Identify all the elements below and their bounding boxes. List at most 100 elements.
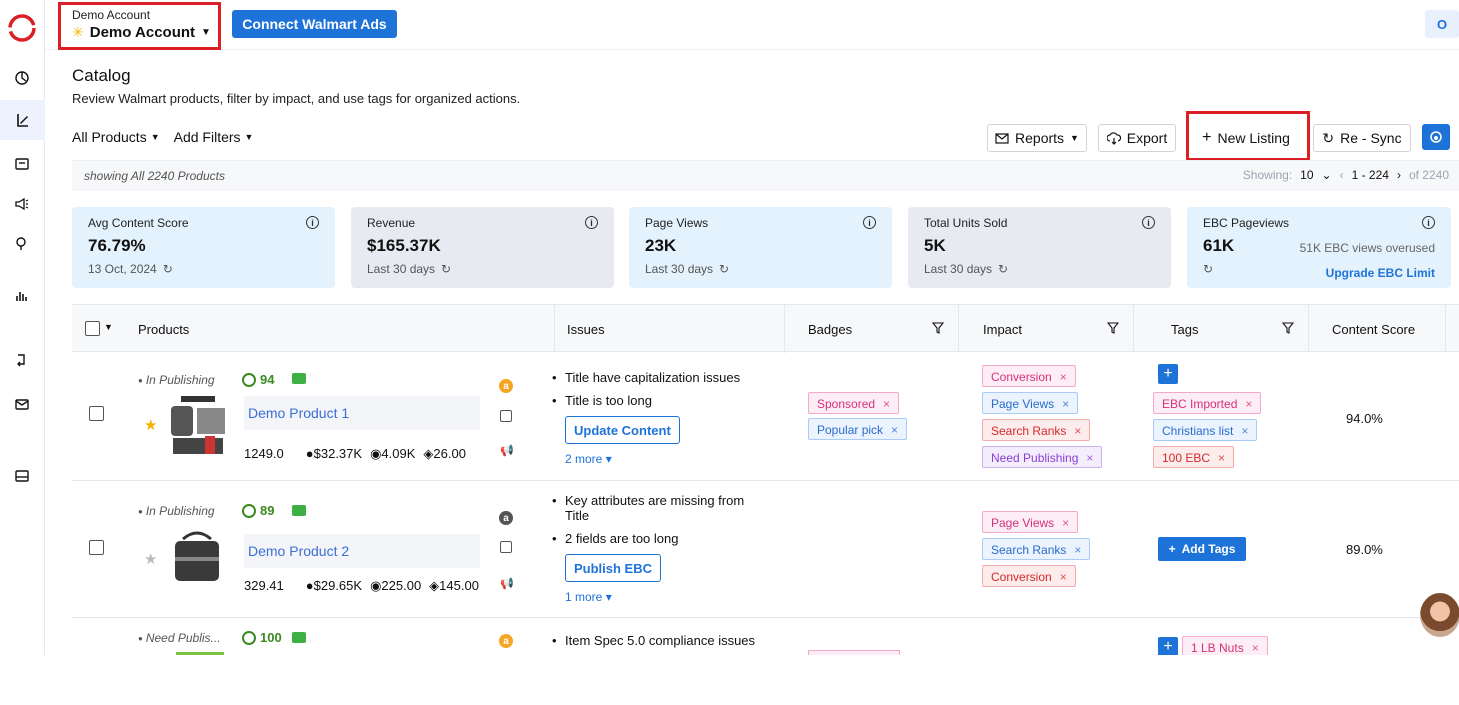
billing-icon[interactable] bbox=[11, 465, 33, 487]
add-filters-dropdown[interactable]: Add Filters ▼ bbox=[174, 129, 254, 145]
megaphone-icon[interactable]: 📢 bbox=[500, 578, 514, 590]
user-tag[interactable]: Christians list × bbox=[1153, 419, 1258, 441]
refresh-icon[interactable]: ↻ bbox=[998, 262, 1009, 276]
info-icon[interactable]: i bbox=[863, 216, 876, 229]
brand-logo-icon[interactable] bbox=[6, 12, 38, 44]
more-issues-link[interactable]: 1 more ▾ bbox=[565, 590, 612, 604]
new-listing-button[interactable]: + New Listing bbox=[1190, 124, 1302, 152]
megaphone-icon[interactable]: 📢 bbox=[500, 445, 514, 457]
add-tag-button[interactable]: + bbox=[1158, 637, 1178, 657]
catalog-icon[interactable] bbox=[0, 100, 45, 140]
reports-button[interactable]: Reports ▼ bbox=[987, 124, 1087, 152]
revenue-metric: ●$32.37K bbox=[305, 446, 363, 461]
inbox-icon[interactable] bbox=[11, 153, 33, 175]
metric-card-content-score: Avg Content Score 76.79% 13 Oct, 2024 ↻ i bbox=[72, 207, 335, 288]
support-chat-avatar[interactable] bbox=[1420, 593, 1459, 637]
remove-icon[interactable]: × bbox=[891, 423, 899, 437]
header-impact[interactable]: Impact bbox=[971, 305, 1134, 353]
caret-down-icon[interactable]: ▼ bbox=[104, 322, 113, 332]
remove-icon[interactable]: × bbox=[1086, 451, 1094, 465]
product-thumbnail[interactable] bbox=[167, 529, 227, 587]
filter-icon[interactable] bbox=[1107, 322, 1119, 334]
sync-icon[interactable] bbox=[11, 349, 33, 371]
remove-icon[interactable]: × bbox=[883, 397, 891, 411]
info-icon[interactable]: i bbox=[1142, 216, 1155, 229]
caret-down-icon: ▼ bbox=[1070, 133, 1079, 143]
add-tags-button[interactable]: + Add Tags bbox=[1158, 537, 1246, 561]
refresh-icon[interactable]: ↻ bbox=[719, 262, 730, 276]
refresh-icon[interactable]: ↻ bbox=[441, 262, 452, 276]
product-name-link[interactable]: Demo Product 1 bbox=[244, 396, 480, 430]
results-summary-bar: showing All 2240 Products Showing: 10 ⌄ … bbox=[72, 160, 1459, 190]
info-icon[interactable]: i bbox=[306, 216, 319, 229]
view-toggle-button[interactable] bbox=[1422, 124, 1450, 150]
star-outline-icon[interactable]: ★ bbox=[144, 551, 158, 568]
add-tag-button[interactable]: + bbox=[1158, 364, 1178, 384]
row-checkbox[interactable] bbox=[89, 540, 104, 555]
remove-icon[interactable]: × bbox=[1251, 641, 1259, 655]
account-selector[interactable]: Demo Account ✳ Demo Account ▼ bbox=[58, 2, 221, 50]
remove-icon[interactable]: × bbox=[1241, 424, 1249, 438]
remove-icon[interactable]: × bbox=[1074, 543, 1082, 557]
external-link-icon[interactable] bbox=[500, 541, 512, 553]
all-products-dropdown[interactable]: All Products ▼ bbox=[72, 129, 160, 145]
upgrade-ebc-link[interactable]: Upgrade EBC Limit bbox=[1325, 266, 1435, 280]
remove-icon[interactable]: × bbox=[1062, 397, 1070, 411]
chevron-down-icon[interactable]: ⌄ bbox=[1321, 168, 1332, 182]
impact-tag[interactable]: Search Ranks × bbox=[982, 419, 1091, 441]
remove-icon[interactable]: × bbox=[1062, 516, 1070, 530]
insights-icon[interactable] bbox=[11, 233, 33, 255]
more-issues-link[interactable]: 2 more ▾ bbox=[565, 452, 612, 466]
image-icon bbox=[292, 373, 306, 384]
remove-icon[interactable]: × bbox=[1245, 397, 1253, 411]
dashboard-icon[interactable] bbox=[11, 67, 33, 89]
prev-page-icon[interactable]: ‹ bbox=[1339, 168, 1344, 182]
filter-icon[interactable] bbox=[1282, 322, 1294, 334]
row-checkbox[interactable] bbox=[89, 406, 104, 421]
impact-tag[interactable]: Page Views × bbox=[982, 392, 1079, 414]
product-thumbnail[interactable] bbox=[167, 392, 227, 458]
impact-tag[interactable]: Need Publishing × bbox=[982, 446, 1103, 468]
select-all[interactable]: ▼ bbox=[72, 305, 126, 353]
update-content-button[interactable]: Update Content bbox=[565, 416, 680, 444]
impact-tag[interactable]: Search Ranks × bbox=[982, 538, 1091, 560]
refresh-icon[interactable]: ↻ bbox=[162, 262, 173, 276]
page-size-select[interactable]: 10 bbox=[1300, 168, 1314, 182]
cloud-download-icon bbox=[1106, 132, 1121, 145]
badge-tag[interactable]: Sponsored × bbox=[808, 392, 900, 414]
resync-button[interactable]: ↻ Re - Sync bbox=[1313, 124, 1411, 152]
impact-tag[interactable]: Conversion × bbox=[982, 365, 1076, 387]
badge-tag[interactable] bbox=[808, 650, 900, 658]
analytics-icon[interactable] bbox=[11, 285, 33, 307]
header-badges[interactable]: Badges bbox=[796, 305, 959, 353]
remove-icon[interactable]: × bbox=[1074, 424, 1082, 438]
header-tags[interactable]: Tags bbox=[1159, 305, 1309, 353]
connect-walmart-ads-button[interactable]: Connect Walmart Ads bbox=[232, 10, 397, 38]
product-name-link[interactable]: Demo Product 2 bbox=[244, 534, 480, 568]
mail-icon[interactable] bbox=[11, 393, 33, 415]
refresh-icon[interactable]: ↻ bbox=[1203, 262, 1214, 276]
megaphone-icon[interactable] bbox=[11, 193, 33, 215]
amazon-icon[interactable]: a bbox=[499, 379, 513, 393]
user-menu-button[interactable]: O bbox=[1425, 10, 1459, 38]
remove-icon[interactable]: × bbox=[1218, 451, 1226, 465]
impact-tag[interactable]: Page Views × bbox=[982, 511, 1079, 533]
publish-ebc-button[interactable]: Publish EBC bbox=[565, 554, 662, 582]
next-page-icon[interactable]: › bbox=[1396, 168, 1401, 182]
export-button[interactable]: Export bbox=[1098, 124, 1176, 152]
select-all-checkbox[interactable] bbox=[85, 321, 100, 336]
star-icon[interactable]: ★ bbox=[144, 417, 158, 434]
remove-icon[interactable]: × bbox=[1059, 370, 1067, 384]
amazon-icon[interactable]: a bbox=[499, 634, 513, 648]
remove-icon[interactable]: × bbox=[1059, 570, 1067, 584]
amazon-icon[interactable]: a bbox=[499, 511, 513, 525]
badge-tag[interactable]: Popular pick × bbox=[808, 418, 908, 440]
user-tag[interactable]: 100 EBC × bbox=[1153, 446, 1235, 468]
user-tag[interactable]: EBC Imported × bbox=[1153, 392, 1262, 414]
impact-tag[interactable]: Conversion × bbox=[982, 565, 1076, 587]
info-icon[interactable]: i bbox=[585, 216, 598, 229]
filter-icon[interactable] bbox=[932, 322, 944, 334]
image-icon bbox=[292, 505, 306, 516]
external-link-icon[interactable] bbox=[500, 410, 512, 422]
info-icon[interactable]: i bbox=[1422, 216, 1435, 229]
